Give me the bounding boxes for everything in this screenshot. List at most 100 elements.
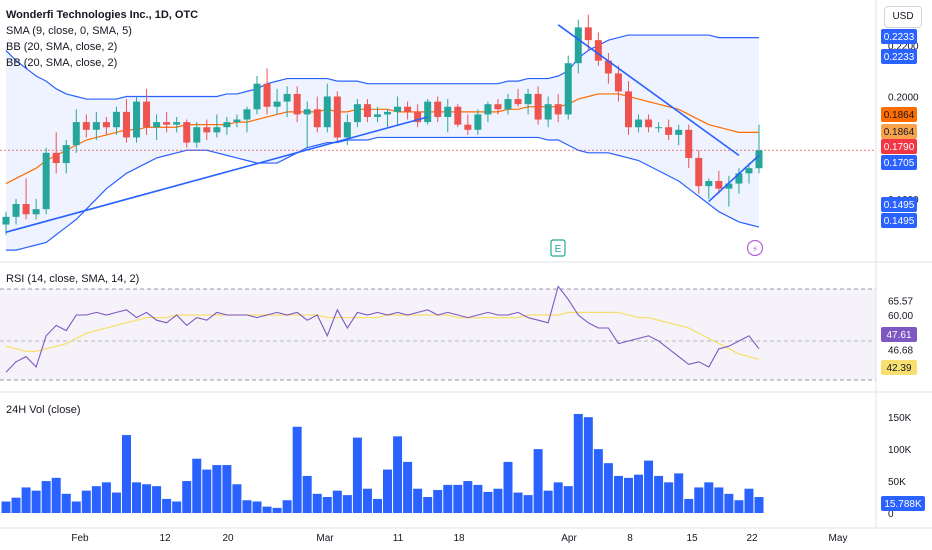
- candle-body: [333, 96, 341, 138]
- volume-bar: [583, 417, 593, 513]
- volume-bar: [81, 490, 91, 513]
- candle-body: [153, 122, 161, 128]
- sma-line: [5, 93, 759, 185]
- price-tag-bg: [881, 49, 917, 64]
- candle-body: [434, 101, 442, 117]
- volume-bar: [21, 487, 31, 513]
- price-tag: 0.2233: [881, 49, 917, 64]
- price-tick-label: 0.2000: [888, 92, 919, 103]
- price-tag: 0.1705: [881, 155, 917, 170]
- volume-bar: [413, 488, 423, 513]
- time-tick-label: 12: [159, 533, 171, 544]
- volume-bar: [222, 465, 232, 513]
- volume-bar: [172, 501, 182, 513]
- candle: [373, 106, 381, 123]
- volume-bar: [523, 495, 533, 513]
- legend-bb-2[interactable]: BB (20, SMA, close, 2): [6, 57, 118, 69]
- volume-bar: [634, 474, 644, 513]
- candle: [675, 124, 683, 146]
- candle-body: [695, 157, 703, 187]
- rsi-tick-label: 46.68: [888, 346, 913, 357]
- volume-bar: [423, 497, 433, 513]
- volume-bar: [91, 486, 101, 513]
- candle-body: [62, 145, 70, 164]
- volume-bar: [433, 490, 443, 513]
- volume-bar: [232, 484, 242, 513]
- rsi-tag-text: 47.61: [886, 330, 911, 341]
- currency-button[interactable]: USD: [884, 6, 922, 28]
- candle-body: [544, 104, 552, 120]
- volume-bar: [503, 461, 513, 513]
- legend-rsi[interactable]: RSI (14, close, SMA, 14, 2): [6, 273, 140, 285]
- volume-bar: [443, 484, 453, 513]
- bb-upper-line: [5, 34, 759, 100]
- candle: [444, 99, 452, 133]
- candle-body: [614, 73, 622, 92]
- candle-body: [173, 122, 181, 125]
- candle-body: [534, 93, 542, 120]
- rsi-tag: 42.39: [881, 360, 917, 375]
- candle-body: [133, 101, 141, 138]
- candle: [153, 114, 161, 141]
- volume-bar: [111, 492, 121, 513]
- candle-body: [233, 119, 241, 123]
- price-tag-bg: [881, 139, 917, 154]
- volume-tag: 15.788K: [881, 496, 925, 511]
- trendline: [557, 24, 740, 157]
- candle: [474, 109, 482, 135]
- candle: [574, 19, 582, 74]
- volume-bar: [724, 493, 734, 513]
- volume-pane[interactable]: [1, 413, 764, 513]
- price-tag: 0.1495: [881, 197, 917, 212]
- candle: [424, 99, 432, 125]
- candle-body: [22, 204, 30, 215]
- candle: [32, 198, 40, 220]
- candle: [313, 96, 321, 133]
- candle-body: [183, 122, 191, 143]
- volume-bar: [51, 477, 61, 513]
- symbol-title[interactable]: Wonderfi Technologies Inc., 1D, OTC: [6, 9, 199, 21]
- candle: [122, 99, 130, 143]
- candle: [504, 93, 512, 115]
- candle-body: [504, 99, 512, 110]
- volume-bar: [654, 475, 664, 513]
- legend-volume[interactable]: 24H Vol (close): [6, 404, 81, 416]
- candle-body: [474, 114, 482, 130]
- candle: [102, 116, 110, 135]
- price-tag-text: 0.1705: [884, 158, 915, 169]
- volume-tag-text: 15.788K: [884, 499, 922, 510]
- volume-bar: [132, 482, 142, 513]
- candle: [52, 132, 60, 174]
- price-pane[interactable]: E ⚡: [0, 14, 876, 257]
- candle-body: [524, 93, 532, 105]
- candle: [715, 170, 723, 194]
- volume-bar: [192, 458, 202, 513]
- candle: [333, 91, 341, 143]
- candle: [454, 104, 462, 128]
- legend-sma[interactable]: SMA (9, close, 0, SMA, 5): [6, 25, 132, 37]
- time-tick-label: May: [829, 533, 848, 544]
- candle-body: [263, 83, 271, 107]
- volume-bar: [754, 497, 764, 513]
- candle: [685, 124, 693, 169]
- bb-lower-line: [6, 136, 760, 251]
- earnings-marker: E: [550, 239, 566, 257]
- volume-bar: [573, 413, 583, 513]
- volume-bar: [31, 490, 41, 513]
- candle-body: [82, 122, 90, 130]
- candle-body: [635, 119, 643, 128]
- candle-body: [42, 152, 50, 210]
- volume-bar: [142, 484, 152, 513]
- candle: [223, 116, 231, 135]
- volume-bar: [393, 436, 403, 513]
- volume-bar: [664, 482, 674, 513]
- candle: [243, 106, 251, 133]
- candle: [524, 88, 532, 115]
- volume-tag-bg: [881, 496, 925, 511]
- candle-body: [755, 150, 763, 169]
- candle: [554, 93, 562, 123]
- rsi-pane[interactable]: [0, 285, 876, 381]
- legend-bb-1[interactable]: BB (20, SMA, close, 2): [6, 41, 118, 53]
